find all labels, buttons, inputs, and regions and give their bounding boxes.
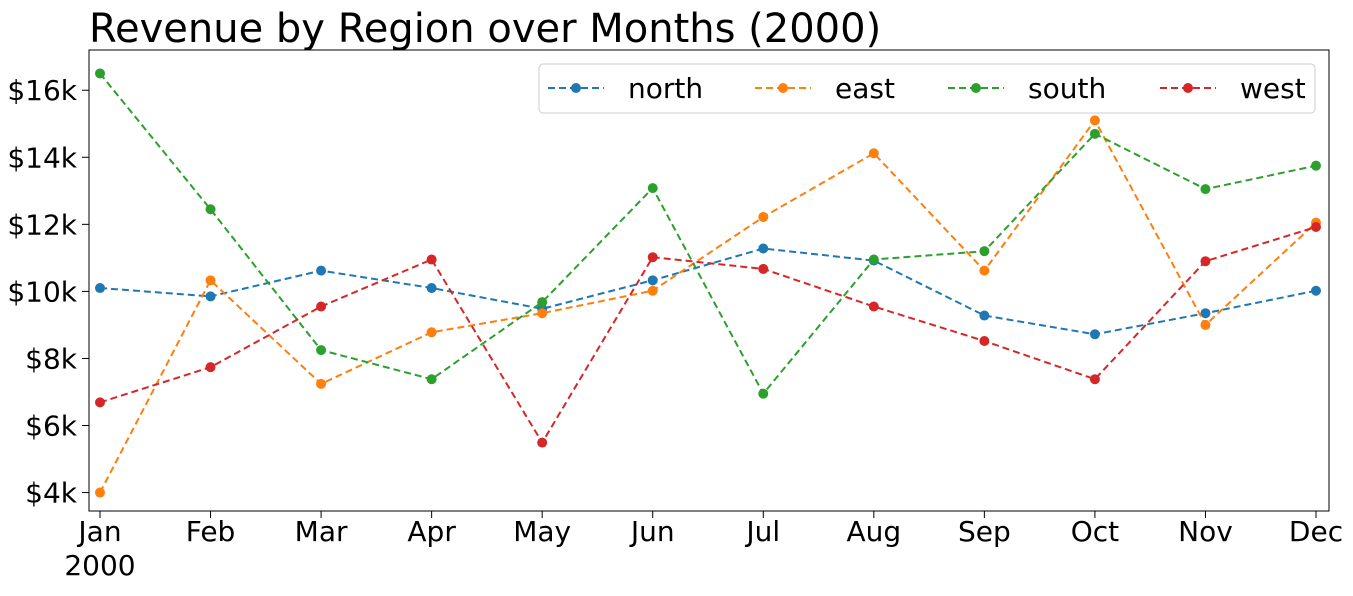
x-tick-label: Dec [1289,515,1343,548]
legend-frame [538,63,1316,114]
y-tick-label: $12k [7,208,77,241]
data-point-south [758,388,769,399]
series-line-south [99,72,1317,396]
series-south [95,68,1321,399]
data-point-north [205,291,216,302]
data-point-east [537,308,548,319]
series-north [95,243,1321,340]
data-point-east [95,487,105,498]
data-point-south [205,204,216,215]
x-tick-label: Jan [76,515,121,548]
x-tick-label: Jul [744,515,780,548]
series-line-east [99,118,1317,494]
x-axis-year-label: 2000 [64,549,135,582]
data-point-west [1089,374,1100,385]
data-point-west [758,263,769,274]
x-tick-label: Mar [295,515,348,548]
y-tick-label: $16k [7,74,77,107]
x-tick-label: Feb [186,515,236,548]
data-point-east [426,327,437,338]
legend-swatch-marker [1183,83,1193,93]
data-point-south [868,254,879,265]
data-point-west [426,254,437,265]
x-tick-label: Aug [846,515,901,548]
data-point-south [1311,160,1321,171]
data-point-west [205,362,216,373]
data-point-west [979,336,990,347]
x-tick-label: Nov [1178,515,1233,548]
legend-item-east: east [755,72,895,105]
chart-title: Revenue by Region over Months (2000) [89,6,881,52]
data-point-west [868,301,879,312]
data-point-east [316,378,327,389]
data-point-south [1089,128,1100,139]
data-point-east [758,211,769,222]
series-line-west [99,226,1317,445]
x-tick-label: Jun [629,515,675,548]
data-point-west [537,437,548,448]
data-point-north [1200,308,1211,319]
legend-item-north: north [548,72,703,105]
data-point-west [647,252,658,263]
legend-swatch-marker [778,83,788,93]
plot-frame [88,49,1330,512]
data-point-north [1311,285,1321,296]
data-point-east [979,265,990,276]
data-point-south [95,68,105,79]
data-point-east [647,285,658,296]
data-point-south [979,246,990,257]
series-layer [95,68,1321,498]
y-tick-label: $8k [25,342,78,375]
legend: north east south west [538,63,1316,114]
x-tick-label: Sep [958,515,1011,548]
y-tick-label: $14k [7,141,77,174]
data-point-south [647,183,658,194]
data-point-north [1089,329,1100,340]
series-west [95,222,1321,448]
legend-label: south [1028,72,1106,105]
data-point-south [316,345,327,356]
data-point-south [426,374,437,385]
x-tick-label: May [513,515,571,548]
legend-label: west [1240,72,1306,105]
data-point-north [95,283,105,294]
data-point-east [868,148,879,159]
y-tick-label: $10k [7,275,77,308]
legend-label: east [835,72,895,105]
legend-item-south: south [948,72,1106,105]
y-axis: $4k $6k $8k $10k $12k $14k $16k [7,74,89,510]
data-point-east [1200,319,1211,330]
legend-swatch-marker [971,83,981,93]
x-tick-label: Apr [407,515,456,548]
series-east [95,115,1321,498]
data-point-west [1200,256,1211,267]
data-point-north [426,283,437,294]
data-point-north [647,275,658,286]
series-line-north [99,247,1317,336]
data-point-east [205,275,216,286]
data-point-south [1200,184,1211,195]
data-point-west [316,301,327,312]
x-axis: 2000 Jan Feb Mar Apr May Jun Jul Aug Sep Oct Nov De… [64,511,1343,582]
y-tick-label: $4k [25,477,78,510]
data-point-north [316,265,327,276]
data-point-north [979,310,990,321]
legend-swatch-marker [571,83,581,93]
y-tick-label: $6k [25,410,78,443]
legend-item-west: west [1160,72,1306,105]
legend-label: north [628,72,703,105]
data-point-west [1311,222,1321,233]
data-point-south [537,297,548,308]
data-point-west [95,397,105,408]
data-point-east [1089,115,1100,126]
data-point-north [758,243,769,254]
x-tick-label: Oct [1071,515,1119,548]
